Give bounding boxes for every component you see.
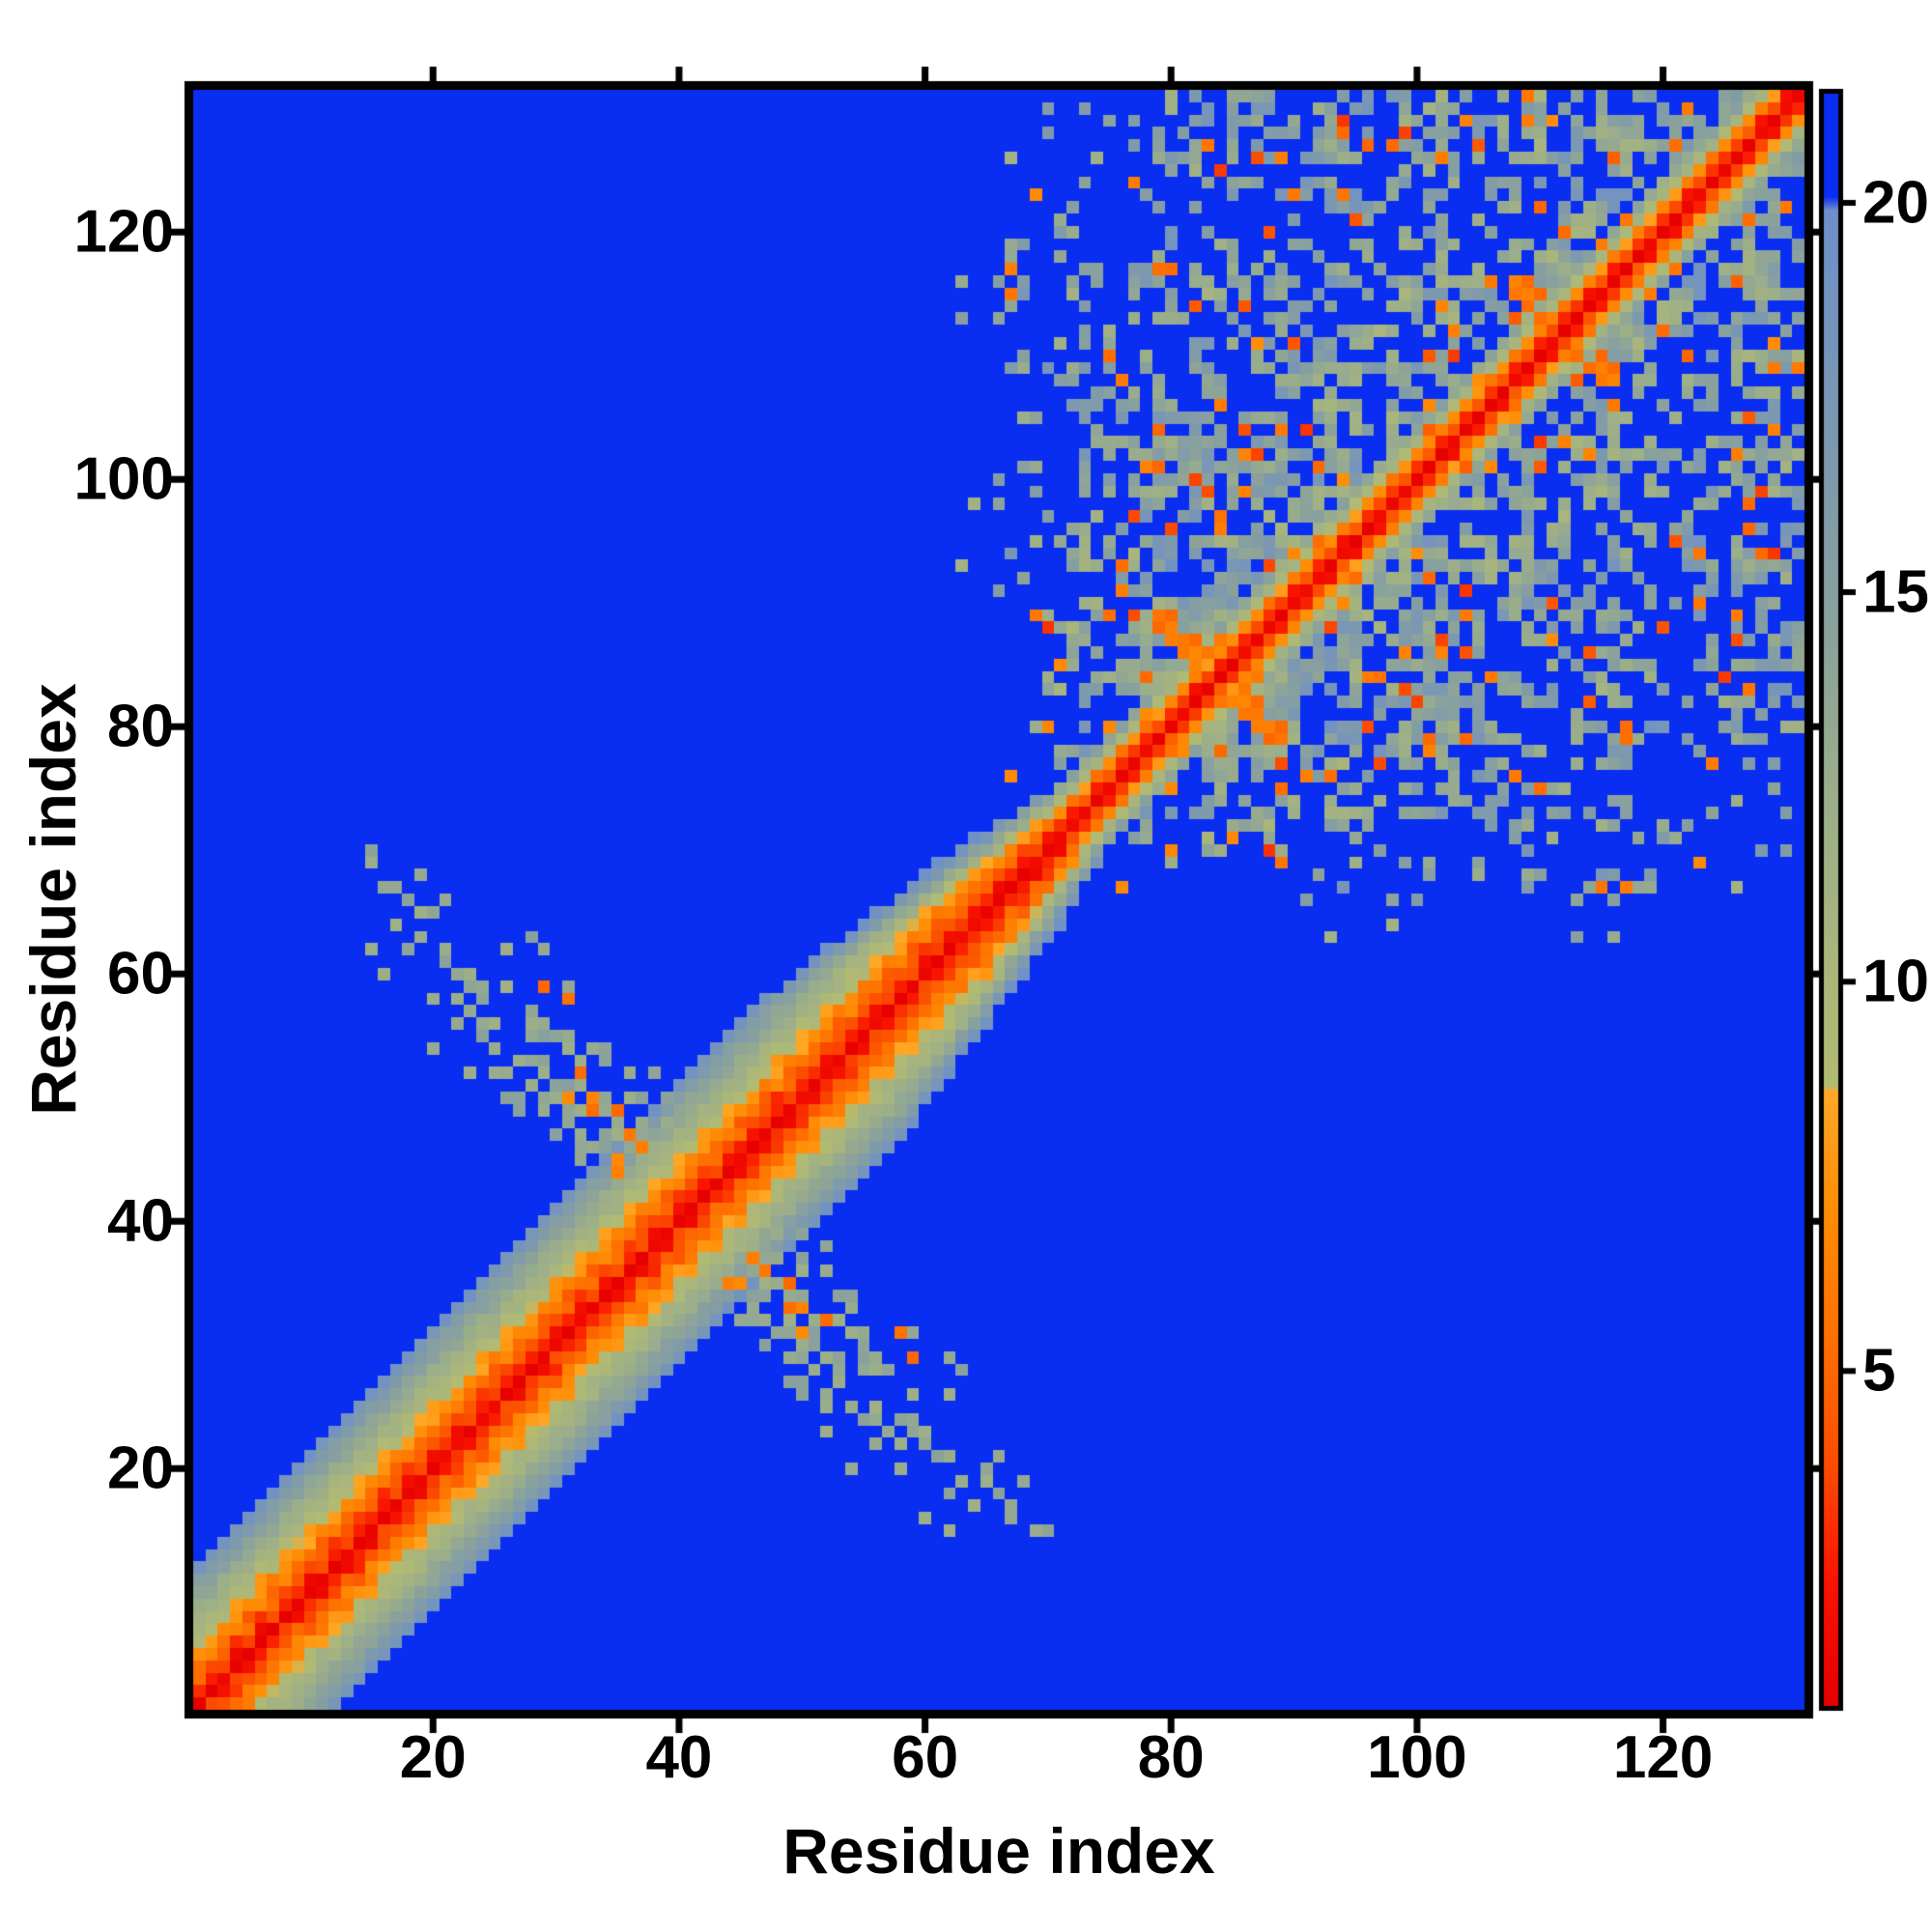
x-tick-label: 80 bbox=[1137, 1724, 1205, 1791]
x-tick-label: 120 bbox=[1612, 1724, 1714, 1791]
y-tick-label: 80 bbox=[107, 693, 174, 760]
y-tick-label: 20 bbox=[107, 1435, 174, 1502]
colorbar-tick-label: 15 bbox=[1862, 558, 1929, 626]
y-tick-label: 120 bbox=[73, 198, 174, 266]
x-tick-label: 100 bbox=[1367, 1724, 1467, 1791]
y-tick-label: 40 bbox=[107, 1187, 174, 1255]
y-tick-label: 100 bbox=[73, 445, 174, 513]
x-tick-label: 60 bbox=[892, 1724, 959, 1791]
colorbar-tick-label: 10 bbox=[1862, 948, 1929, 1015]
x-tick-label: 20 bbox=[399, 1724, 467, 1791]
y-tick-label: 60 bbox=[107, 940, 174, 1008]
x-axis-title: Residue index bbox=[782, 1815, 1215, 1887]
x-tick-label: 40 bbox=[645, 1724, 713, 1791]
colorbar-tick-label: 20 bbox=[1862, 169, 1929, 237]
colorbar-tick-label: 5 bbox=[1862, 1337, 1896, 1405]
